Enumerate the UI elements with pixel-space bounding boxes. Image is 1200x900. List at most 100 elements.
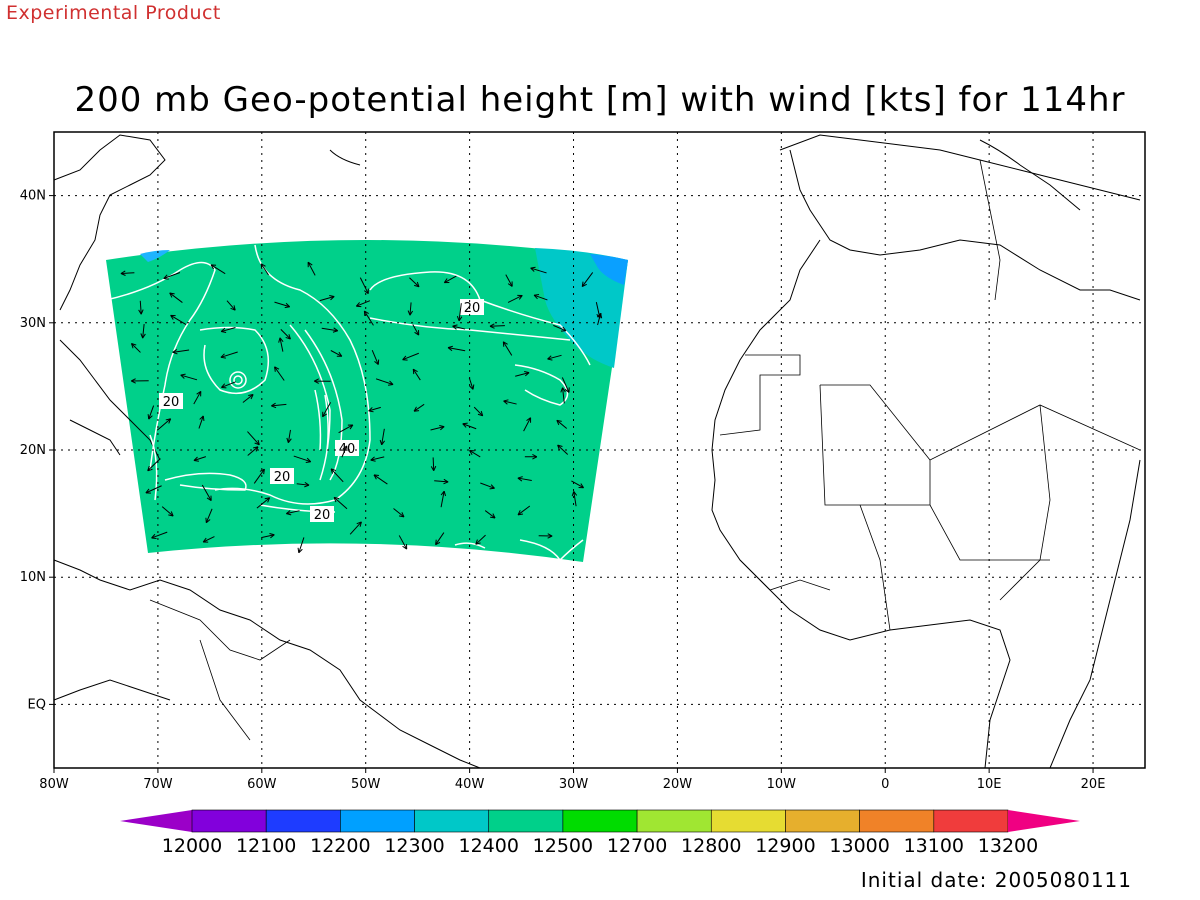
wind-arrow xyxy=(220,351,238,359)
country-borders xyxy=(149,159,1141,741)
wind-arrow xyxy=(172,349,190,355)
lon-tick-label: 60W xyxy=(247,777,277,792)
colorbar-label: 12800 xyxy=(681,835,741,857)
wind-arrow xyxy=(407,302,414,316)
wind-arrow xyxy=(547,354,562,361)
field-blue-region xyxy=(590,254,628,285)
wind-arrow xyxy=(349,521,362,535)
lon-tick-label: 70W xyxy=(143,777,173,792)
gridlines xyxy=(54,132,1145,768)
colorbar-swatch xyxy=(488,809,564,833)
lon-tick-label: 0 xyxy=(881,777,889,792)
wind-arrow xyxy=(473,406,484,417)
lat-tick-label: 40N xyxy=(20,189,46,204)
colorbar-swatch xyxy=(562,809,638,833)
wind-arrow xyxy=(440,490,447,508)
wind-arrow xyxy=(242,394,254,403)
wind-arrow xyxy=(375,378,394,386)
wind-arrow xyxy=(201,484,212,502)
colorbar-label: 12200 xyxy=(310,835,370,857)
wind-arrow xyxy=(412,324,420,336)
wind-arrow xyxy=(307,261,316,276)
colorbar-swatch xyxy=(414,809,490,833)
colorbar-swatch xyxy=(120,810,192,832)
wind-arrow xyxy=(256,497,271,509)
wind-arrow xyxy=(524,454,538,460)
lon-tick-label: 20E xyxy=(1081,777,1106,792)
wind-arrow xyxy=(193,390,202,405)
wind-arrow xyxy=(140,323,146,339)
wind-arrow xyxy=(151,531,168,540)
wind-arrow xyxy=(368,406,381,413)
lat-tick-label: 20N xyxy=(20,443,46,458)
wind-arrow xyxy=(359,277,369,294)
lon-tick-label: 80W xyxy=(39,777,69,792)
wind-arrow xyxy=(274,366,285,381)
wind-arrow xyxy=(355,300,371,308)
lat-tick-label: 10N xyxy=(20,570,46,585)
wind-arrow xyxy=(413,403,425,412)
wind-arrow xyxy=(505,274,513,287)
wind-arrow xyxy=(161,506,174,517)
wind-arrow xyxy=(503,399,517,405)
wind-arrow xyxy=(341,445,348,458)
colorbar-label: 12400 xyxy=(459,835,519,857)
wind-arrow xyxy=(523,417,532,432)
wind-arrow xyxy=(517,505,531,516)
contour-label: 20 xyxy=(464,301,481,316)
axis-labels: 80W 70W 60W 50W 40W 30W 20W 10W 0 10E 20E EQ 10N 20N 3… xyxy=(20,189,1106,792)
wind-arrow xyxy=(489,323,505,329)
colorbar-label: 12000 xyxy=(162,835,222,857)
wind-arrow xyxy=(434,478,449,485)
lat-tick-label: EQ xyxy=(28,697,46,712)
wind-arrow xyxy=(333,496,348,510)
wind-arrow xyxy=(205,508,213,524)
lon-tick-label: 50W xyxy=(351,777,381,792)
initial-date: Initial date: 2005080111 xyxy=(860,868,1132,892)
wind-arrow xyxy=(321,327,339,333)
wind-arrow xyxy=(274,301,291,309)
contour-label: 20 xyxy=(274,470,291,485)
wind-arrow xyxy=(571,491,578,507)
wind-arrow xyxy=(517,476,532,482)
lon-tick-label: 40W xyxy=(455,777,485,792)
wind-arrow xyxy=(338,424,354,434)
wind-arrow xyxy=(402,352,419,361)
wind-arrow xyxy=(247,431,260,446)
lat-tick-label: 30N xyxy=(20,316,46,331)
wind-arrow xyxy=(484,510,496,519)
wind-arrow xyxy=(210,264,226,275)
wind-arrow xyxy=(456,303,463,322)
colorbar-label: 12300 xyxy=(384,835,444,857)
colorbar-label: 12100 xyxy=(236,835,296,857)
colorbar-label: 12900 xyxy=(755,835,815,857)
lon-tick-label: 20W xyxy=(663,777,693,792)
experimental-product-label: Experimental Product xyxy=(6,2,221,24)
wind-arrow xyxy=(502,341,513,356)
field-blue-region-west xyxy=(140,250,170,262)
colorbar-label: 13000 xyxy=(829,835,889,857)
wind-arrow xyxy=(314,378,331,384)
wind-arrow xyxy=(409,277,420,288)
lon-tick-label: 10E xyxy=(977,777,1002,792)
colorbar-swatch xyxy=(636,809,712,833)
wind-arrow xyxy=(147,405,155,420)
wind-arrow xyxy=(452,324,466,330)
wind-arrow xyxy=(147,458,161,472)
wind-arrow xyxy=(373,474,388,485)
colorbar-label: 13100 xyxy=(904,835,964,857)
wind-arrow xyxy=(296,481,310,488)
wind-arrow xyxy=(515,371,530,377)
colorbar: 12000 12100 12200 12300 12400 12500 12700 12800… xyxy=(120,809,1080,857)
wind-arrow xyxy=(430,425,445,431)
wind-arrow xyxy=(293,455,312,463)
wind-arrow xyxy=(286,429,292,444)
wind-arrow xyxy=(581,272,594,288)
wind-arrow xyxy=(561,377,570,393)
wind-arrow xyxy=(297,537,305,554)
wind-arrow xyxy=(560,387,566,404)
wind-arrow xyxy=(226,300,236,311)
wind-arrow xyxy=(379,428,386,446)
wind-arrow xyxy=(553,324,567,332)
